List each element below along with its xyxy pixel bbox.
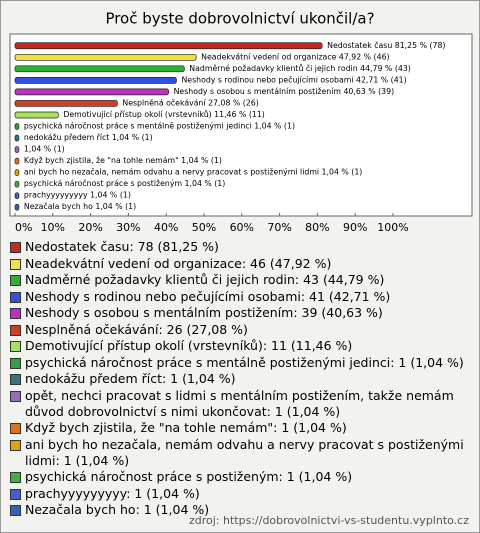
legend-entry: Nezačala bych ho: 1 (1,04 %) [9, 502, 471, 518]
legend-swatch [10, 357, 21, 369]
legend-label: opět, nechci pracovat s lidmi s mentální… [25, 387, 454, 419]
plot-frame [9, 33, 473, 217]
legend-label: prachyyyyyyyyy: 1 (1,04 %) [25, 485, 200, 501]
legend-entry: psychická náročnost práce s postiženým: … [9, 469, 471, 485]
legend-entry: opět, nechci pracovat s lidmi s mentální… [9, 388, 471, 420]
value-label: prachyyyyyyyyy 1,04 % (1) [24, 191, 131, 200]
legend-entry: Neshody s osobou s mentálním postižením:… [9, 305, 471, 321]
legend-label: Neshody s rodinou nebo pečujícími osobam… [25, 288, 391, 304]
value-label: Když bych zjistila, že "na tohle nemám" … [24, 156, 222, 165]
legend-entry: Nadměrné požadavky klientů či jejich rod… [9, 272, 471, 288]
legend-label: ani bych ho nezačala, nemám odvahu a ner… [25, 436, 464, 468]
bar [14, 123, 20, 130]
value-label: Nezačala bych ho 1,04 % (1) [24, 202, 136, 211]
bar [14, 157, 20, 165]
legend-label: nedokážu předem říct: 1 (1,04 %) [25, 371, 236, 386]
bar [14, 203, 20, 211]
legend-label: Když bych zjistila, že "na tohle nemám":… [25, 420, 347, 435]
legend-entry: prachyyyyyyyyy: 1 (1,04 %) [9, 486, 471, 502]
legend-label: Nadměrné požadavky klientů či jejich rod… [25, 272, 385, 287]
value-label: Demotivující přístup okolí (vrstevníků) … [63, 110, 265, 119]
x-tick-label: 20% [78, 221, 102, 233]
legend-swatch [10, 423, 21, 434]
bar [14, 192, 20, 200]
value-label: Neadekvátní vedení od organizace 47,92 %… [201, 52, 389, 61]
value-label: Neshody s rodinou nebo pečujícími osobam… [181, 75, 406, 84]
legend-label: psychická náročnost práce s postiženým: … [25, 469, 353, 484]
legend-swatch [10, 505, 21, 516]
legend-entry: Neshody s rodinou nebo pečujícími osobam… [9, 289, 471, 305]
x-tick-label: 90% [343, 221, 367, 233]
legend-label: Demotivující přístup okolí (vrstevníků):… [25, 338, 353, 353]
legend-label: Nedostatek času: 78 (81,25 %) [25, 239, 219, 254]
legend-entry: ani bych ho nezačala, nemám odvahu a ner… [9, 437, 471, 469]
x-tick-label: 0% [15, 221, 32, 233]
chart-title: Proč byste dobrovolnictví ukončil/a? [105, 10, 374, 28]
bar [14, 53, 197, 61]
source: zdroj: https://dobrovolnictvi-vs-student… [188, 514, 469, 527]
legend-label: Neshody s osobou s mentálním postižením:… [25, 305, 383, 320]
bar [14, 65, 185, 73]
x-tick-label: 70% [267, 221, 291, 233]
bar [14, 169, 20, 176]
legend-swatch [10, 308, 21, 319]
legend-swatch [10, 341, 21, 352]
legend-entry: Nedostatek času: 78 (81,25 %) [9, 239, 471, 255]
value-label: Nesplněná očekávání 27,08 % (26) [122, 98, 258, 107]
x-tick-label: 50% [192, 221, 216, 233]
legend-entry: Nesplněná očekávání: 26 (27,08 %) [9, 322, 471, 338]
bar [14, 42, 323, 50]
bar [14, 111, 59, 119]
legend-label: Neadekvátní vedení od organizace: 46 (47… [25, 255, 332, 271]
bar [14, 180, 20, 188]
legend-entry: Demotivující přístup okolí (vrstevníků):… [9, 338, 471, 354]
legend-swatch [10, 291, 21, 303]
x-tick-label: 10% [41, 221, 65, 233]
x-tick-label: 100% [377, 221, 408, 233]
value-label: ani bych ho nezačala, nemám odvahu a ner… [24, 168, 362, 177]
x-tick-label: 80% [305, 221, 329, 233]
legend-swatch [10, 324, 21, 336]
legend-swatch [10, 374, 21, 385]
value-label: psychická náročnost práce s mentálně pos… [24, 122, 295, 131]
x-tick-label: 60% [230, 221, 254, 233]
legend-entry: psychická náročnost práce s mentálně pos… [9, 355, 471, 371]
bar [14, 146, 20, 153]
legend-swatch [10, 275, 21, 286]
bar [14, 88, 169, 96]
value-label: Neshody s osobou s mentálním postižením … [174, 87, 395, 96]
bar [14, 134, 20, 142]
legend-swatch [10, 390, 21, 402]
bar [14, 100, 118, 107]
legend-swatch [10, 439, 21, 451]
legend: Nedostatek času: 78 (81,25 %) Neadekvátní… [9, 239, 471, 519]
legend-label: Nesplněná očekávání: 26 (27,08 %) [25, 321, 248, 337]
legend-swatch [10, 488, 21, 500]
value-label: nedokážu předem říct 1,04 % (1) [24, 133, 153, 142]
chart: Proč byste dobrovolnictví ukončil/a? 0% 1… [9, 10, 473, 233]
legend-entry: Když bych zjistila, že "na tohle nemám":… [9, 420, 471, 436]
legend-label: psychická náročnost práce s mentálně pos… [25, 354, 464, 370]
value-label: 1,04 % (1) [24, 145, 65, 154]
x-tick-label: 40% [154, 221, 178, 233]
legend-entry: nedokážu předem říct: 1 (1,04 %) [9, 371, 471, 387]
legend-swatch [10, 472, 21, 483]
legend-label: Nezačala bych ho: 1 (1,04 %) [25, 502, 210, 517]
value-label: Nedostatek času 81,25 % (78) [327, 41, 445, 50]
value-label: Nadměrné požadavky klientů či jejich rod… [189, 64, 411, 73]
legend-entry: Neadekvátní vedení od organizace: 46 (47… [9, 256, 471, 272]
x-tick-label: 30% [116, 221, 140, 233]
legend-swatch [10, 242, 21, 253]
value-label: psychická náročnost práce s postiženým 1… [24, 179, 225, 188]
bar [14, 77, 177, 84]
legend-swatch [10, 258, 21, 270]
